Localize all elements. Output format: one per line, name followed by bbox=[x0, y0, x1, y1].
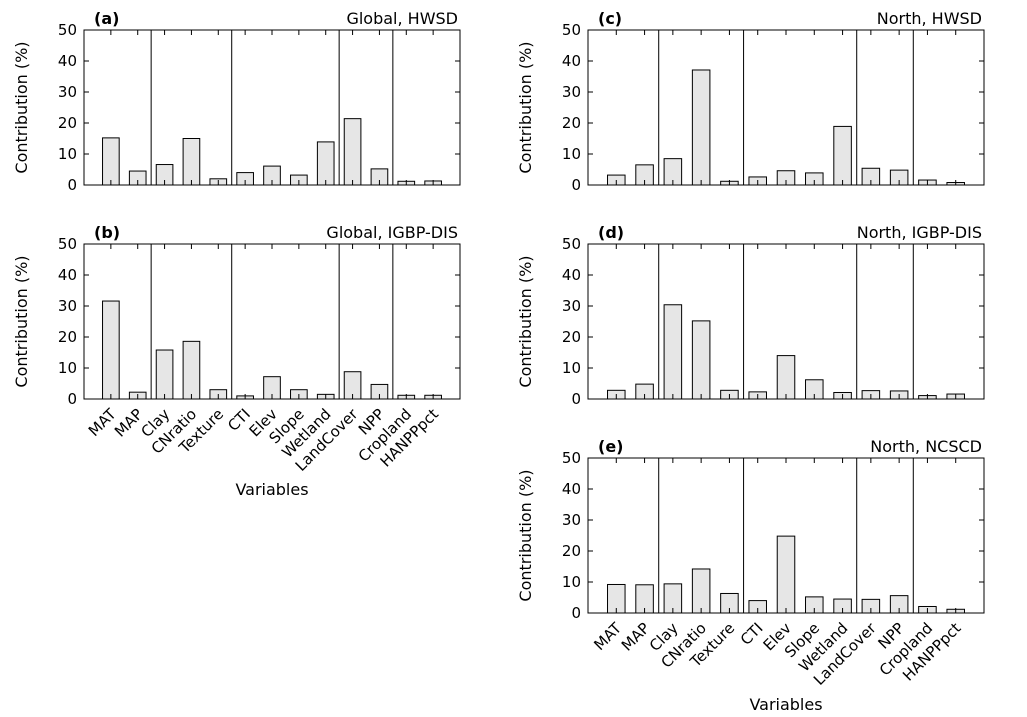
y-tick-label: 40 bbox=[58, 52, 77, 70]
panel-label: (c) bbox=[598, 9, 622, 28]
plot-frame bbox=[587, 29, 985, 186]
bar-CNratio bbox=[182, 340, 201, 400]
y-tick-label: 50 bbox=[58, 21, 77, 39]
panel-title: Global, HWSD bbox=[346, 9, 458, 28]
y-axis-label: Contribution (%) bbox=[516, 469, 535, 601]
y-tick-label: 10 bbox=[562, 573, 581, 591]
chart-panel-a: 0 10 20 30 40 50 Contribution (%) (a) Global, HW… bbox=[12, 9, 461, 194]
bar-CNratio bbox=[691, 568, 711, 614]
y-tick-label: 10 bbox=[562, 359, 581, 377]
x-axis-label: Variables bbox=[235, 480, 308, 499]
panel-title: North, HWSD bbox=[877, 9, 982, 28]
bar-Wetland bbox=[833, 125, 852, 186]
panel-title: Global, IGBP-DIS bbox=[326, 223, 458, 242]
y-tick-label: 0 bbox=[571, 176, 581, 194]
y-tick-label: 0 bbox=[571, 604, 581, 622]
chart-panel-e: 01020304050MATMAPClayCNratioTextureCTIEl… bbox=[516, 437, 985, 714]
y-tick-label: 30 bbox=[562, 297, 581, 315]
bar-Wetland bbox=[316, 141, 335, 186]
y-tick-label: 50 bbox=[562, 449, 581, 467]
y-tick-label: 20 bbox=[562, 328, 581, 346]
y-tick-label: 0 bbox=[571, 390, 581, 408]
y-tick-label: 30 bbox=[58, 83, 77, 101]
y-tick-label: 40 bbox=[562, 52, 581, 70]
x-tick-label-MAT: MAT bbox=[85, 405, 120, 440]
panel-label: (b) bbox=[94, 223, 120, 242]
y-axis-label: Contribution (%) bbox=[516, 255, 535, 387]
y-axis-label: Contribution (%) bbox=[12, 255, 31, 387]
bar-LandCover bbox=[343, 118, 362, 186]
bar-CNratio bbox=[691, 69, 711, 186]
chart-panel-d: 0 10 20 30 40 50 Contribution (%) (d) North, IGB… bbox=[516, 223, 985, 408]
panel-label: (d) bbox=[598, 223, 624, 242]
panel-label: (a) bbox=[94, 9, 119, 28]
y-axis-label: Contribution (%) bbox=[12, 41, 31, 173]
bar-Elev bbox=[776, 535, 796, 614]
y-tick-label: 40 bbox=[58, 266, 77, 284]
panel-label: (e) bbox=[598, 437, 623, 456]
x-axis-label: Variables bbox=[749, 695, 822, 714]
y-tick-label: 10 bbox=[58, 145, 77, 163]
y-tick-label: 10 bbox=[562, 145, 581, 163]
panel-title: North, IGBP-DIS bbox=[857, 223, 982, 242]
bar-Elev bbox=[776, 355, 796, 400]
y-tick-label: 0 bbox=[67, 390, 77, 408]
panel-title: North, NCSCD bbox=[870, 437, 982, 456]
y-tick-label: 30 bbox=[562, 83, 581, 101]
y-tick-label: 10 bbox=[58, 359, 77, 377]
y-tick-label: 0 bbox=[67, 176, 77, 194]
bar-Clay bbox=[155, 349, 174, 400]
chart-panel-b: 01020304050MATMAPClayCNratioTextureCTIEl… bbox=[12, 223, 461, 499]
y-tick-label: 30 bbox=[58, 297, 77, 315]
chart-panel-c: 0 10 20 30 40 50 Contribution (%) (c) North, HWS… bbox=[516, 9, 985, 194]
plot-frame bbox=[83, 243, 461, 400]
y-tick-label: 50 bbox=[58, 235, 77, 253]
bar-CNratio bbox=[182, 138, 201, 186]
y-tick-label: 20 bbox=[58, 328, 77, 346]
y-tick-label: 20 bbox=[562, 542, 581, 560]
x-tick-label-MAP: MAP bbox=[618, 619, 654, 655]
y-tick-label: 30 bbox=[562, 511, 581, 529]
bar-CNratio bbox=[691, 320, 711, 400]
y-tick-label: 50 bbox=[562, 235, 581, 253]
x-tick-label-MAT: MAT bbox=[590, 619, 625, 654]
y-tick-label: 40 bbox=[562, 480, 581, 498]
bar-Clay bbox=[663, 304, 683, 400]
y-tick-label: 50 bbox=[562, 21, 581, 39]
plot-frame bbox=[83, 29, 461, 186]
y-tick-label: 20 bbox=[58, 114, 77, 132]
y-tick-label: 40 bbox=[562, 266, 581, 284]
x-tick-label-MAP: MAP bbox=[111, 405, 147, 441]
bar-MAT bbox=[102, 137, 120, 186]
bar-MAT bbox=[102, 300, 120, 400]
y-axis-label: Contribution (%) bbox=[516, 41, 535, 173]
y-tick-label: 20 bbox=[562, 114, 581, 132]
